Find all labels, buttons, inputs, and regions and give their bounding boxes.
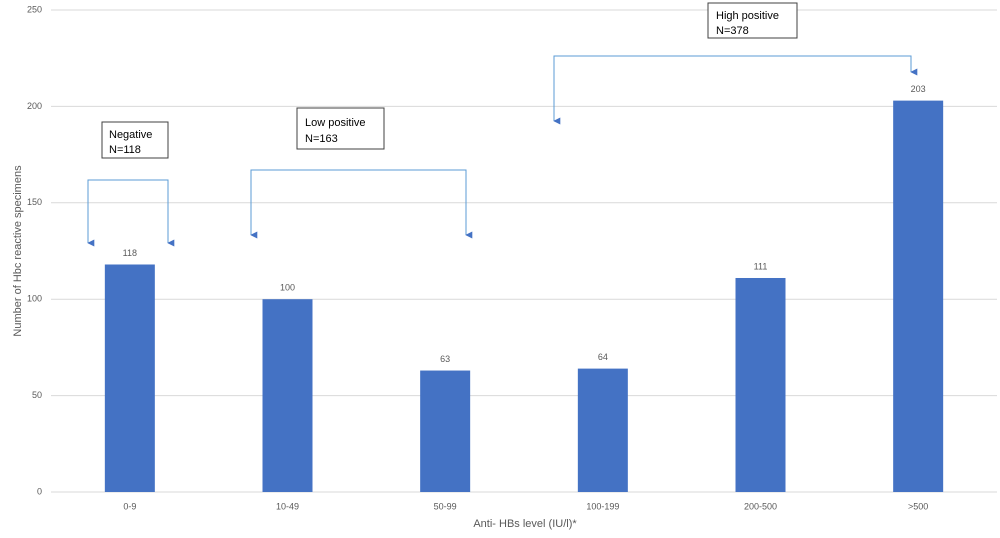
x-tick-label: 50-99	[434, 501, 457, 511]
x-tick-label: >500	[908, 501, 928, 511]
x-axis-title: Anti- HBs level (IU/l)*	[473, 518, 577, 530]
y-tick-label: 0	[37, 486, 42, 496]
annotation-low-positive: Low positive N=163	[250, 107, 473, 239]
data-label: 100	[280, 283, 295, 293]
bar	[735, 277, 786, 492]
bracket	[553, 55, 918, 125]
bar	[104, 264, 155, 492]
x-tick-label: 0-9	[123, 501, 136, 511]
bracket	[87, 179, 175, 247]
bar	[262, 299, 313, 492]
y-tick-label: 250	[27, 4, 42, 14]
annotation-high-positive: High positive N=378	[553, 2, 918, 125]
y-tick-label: 100	[27, 294, 42, 304]
annotation-text: Negative	[109, 129, 152, 141]
data-label: 63	[440, 354, 450, 364]
bar	[577, 368, 628, 492]
bar	[420, 370, 471, 492]
data-label: 111	[754, 261, 768, 271]
y-tick-label: 150	[27, 197, 42, 207]
annotation-text: N=378	[716, 25, 749, 37]
annotation-text: Low positive	[305, 117, 366, 129]
y-tick-label: 200	[27, 101, 42, 111]
y-tick-label: 50	[32, 390, 42, 400]
annotation-text: N=163	[305, 133, 338, 145]
data-label: 64	[598, 352, 608, 362]
x-tick-label: 100-199	[586, 501, 619, 511]
annotation-box	[101, 121, 169, 159]
annotation-box	[707, 2, 798, 39]
annotation-text: High positive	[716, 10, 779, 22]
x-tick-label: 200-500	[744, 501, 777, 511]
bar	[893, 100, 944, 492]
data-label: 118	[123, 248, 137, 258]
y-axis-title: Number of Hbc reactive specimens	[12, 165, 24, 337]
annotation-text: N=118	[109, 144, 141, 156]
annotation-box	[296, 107, 385, 150]
annotation-negative: Negative N=118	[87, 121, 175, 247]
data-label: 203	[911, 84, 926, 94]
x-tick-label: 10-49	[276, 501, 299, 511]
bracket	[250, 169, 473, 239]
